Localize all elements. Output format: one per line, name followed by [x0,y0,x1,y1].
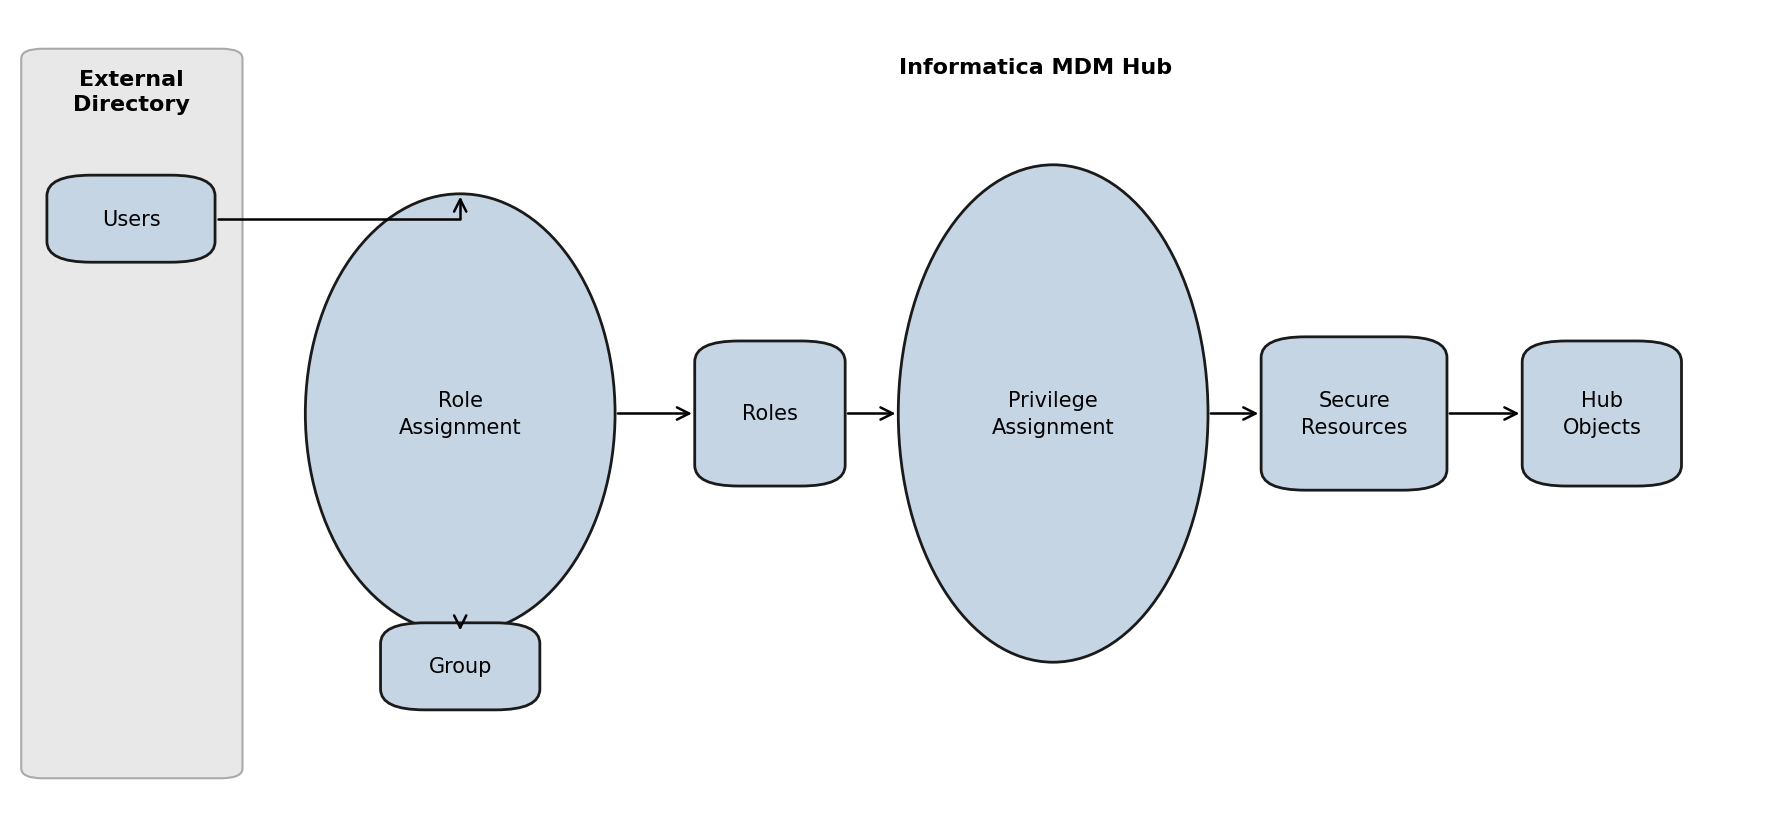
Text: Group: Group [428,657,492,676]
FancyBboxPatch shape [21,50,242,778]
FancyBboxPatch shape [1260,338,1448,490]
FancyBboxPatch shape [694,342,846,487]
Text: Privilege
Assignment: Privilege Assignment [991,391,1115,437]
Text: External
Directory: External Directory [73,70,189,115]
Text: Users: Users [101,209,161,229]
FancyBboxPatch shape [1522,342,1682,487]
Ellipse shape [304,195,616,633]
FancyBboxPatch shape [46,176,216,263]
FancyBboxPatch shape [381,623,540,710]
Text: Role
Assignment: Role Assignment [398,391,522,437]
Text: Secure
Resources: Secure Resources [1301,391,1407,437]
Text: Roles: Roles [742,404,798,424]
Ellipse shape [897,166,1207,662]
Text: Hub
Objects: Hub Objects [1563,391,1641,437]
Text: Informatica MDM Hub: Informatica MDM Hub [899,58,1172,78]
